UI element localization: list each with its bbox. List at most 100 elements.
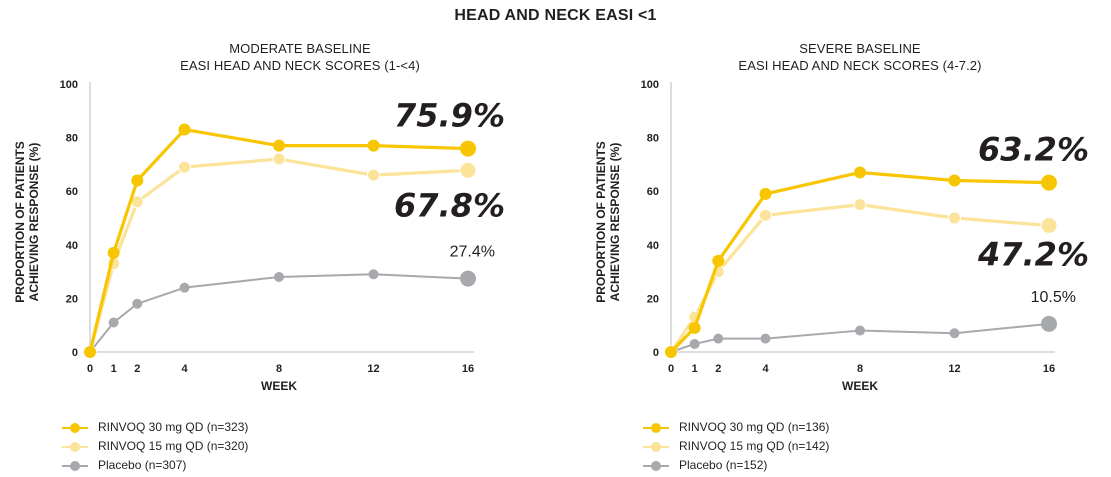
data-point-placebo — [689, 338, 700, 349]
data-point-rinvoq30 — [712, 254, 725, 267]
x-tick-label: 2 — [134, 363, 140, 375]
y-axis-label: PROPORTION OF PATIENTS ACHIEVING RESPONSE… — [13, 141, 41, 303]
legend-label: RINVOQ 15 mg QD (n=320) — [98, 439, 249, 453]
y-tick-label: 60 — [647, 186, 659, 198]
data-point-placebo — [760, 333, 771, 344]
legend-item-placebo: Placebo (n=307) — [62, 456, 248, 475]
y-tick-label: 0 — [653, 347, 659, 359]
legend-label: RINVOQ 30 mg QD (n=323) — [98, 420, 249, 434]
end-value-label-rinvoq30: 75.9% — [394, 97, 505, 135]
data-point-rinvoq15 — [853, 198, 867, 212]
legend-label: Placebo (n=307) — [98, 458, 187, 472]
data-point-placebo — [179, 282, 190, 293]
y-tick-label: 100 — [60, 79, 78, 91]
y-axis-label-line1: PROPORTION OF PATIENTS — [13, 141, 27, 303]
x-tick-label: 16 — [462, 363, 474, 375]
legend-item-rinvoq15: RINVOQ 15 mg QD (n=142) — [643, 437, 829, 456]
x-tick-label: 1 — [111, 363, 117, 375]
data-point-rinvoq30 — [854, 166, 866, 179]
data-point-rinvoq30 — [84, 346, 96, 358]
data-point-rinvoq30 — [273, 139, 285, 152]
legend-label: RINVOQ 15 mg QD (n=142) — [679, 439, 830, 453]
data-point-rinvoq30 — [178, 123, 191, 136]
data-point-placebo — [713, 333, 724, 344]
chart-title-line1: SEVERE BASELINE — [799, 41, 921, 56]
y-axis-label-line1: PROPORTION OF PATIENTS — [594, 141, 608, 303]
chart-title-moderate: MODERATE BASELINE EASI HEAD AND NECK SCO… — [90, 40, 510, 74]
y-tick-label: 80 — [647, 133, 659, 145]
data-point-placebo — [368, 269, 379, 280]
data-point-rinvoq15 — [1040, 217, 1058, 235]
data-point-placebo — [132, 298, 143, 309]
data-point-rinvoq30 — [1041, 174, 1057, 191]
end-value-label-rinvoq15: 67.8% — [394, 186, 505, 224]
chart-title-severe: SEVERE BASELINE EASI HEAD AND NECK SCORE… — [650, 40, 1070, 74]
y-tick-label: 20 — [647, 293, 659, 305]
x-tick-label: 0 — [87, 363, 93, 375]
data-point-rinvoq30 — [759, 187, 772, 200]
y-tick-label: 40 — [66, 240, 78, 252]
end-value-label-placebo: 10.5% — [1031, 289, 1076, 306]
end-value-label-placebo: 27.4% — [450, 244, 495, 261]
y-axis-label: PROPORTION OF PATIENTS ACHIEVING RESPONSE… — [594, 141, 622, 303]
data-point-rinvoq15 — [759, 208, 772, 222]
series-line-placebo — [89, 273, 469, 353]
y-axis-label-line2: ACHIEVING RESPONSE (%) — [27, 143, 41, 302]
x-tick-label: 8 — [276, 363, 282, 375]
x-tick-label: 12 — [367, 363, 379, 375]
x-tick-label: 16 — [1043, 363, 1055, 375]
legend-item-placebo: Placebo (n=152) — [643, 456, 829, 475]
data-point-rinvoq15 — [367, 168, 380, 182]
x-axis-label: WEEK — [842, 379, 878, 393]
chart-title-line1: MODERATE BASELINE — [229, 41, 371, 56]
legend-item-rinvoq30: RINVOQ 30 mg QD (n=323) — [62, 418, 248, 437]
legend-item-rinvoq15: RINVOQ 15 mg QD (n=320) — [62, 437, 248, 456]
data-point-rinvoq15 — [948, 211, 961, 225]
legend-severe: RINVOQ 30 mg QD (n=136) RINVOQ 15 mg QD … — [643, 418, 829, 475]
y-tick-label: 0 — [72, 347, 78, 359]
chart-panel-severe: SEVERE BASELINE EASI HEAD AND NECK SCORE… — [555, 0, 1111, 477]
x-tick-label: 2 — [715, 363, 721, 375]
legend-marker-placebo — [643, 461, 669, 471]
y-tick-label: 40 — [647, 240, 659, 252]
data-point-rinvoq15 — [178, 160, 191, 174]
legend-marker-rinvoq30 — [62, 423, 88, 433]
data-point-rinvoq30 — [665, 346, 677, 358]
figure-title: HEAD AND NECK EASI <1 — [454, 7, 657, 24]
legend-label: RINVOQ 30 mg QD (n=136) — [679, 420, 830, 434]
data-point-placebo — [855, 325, 865, 336]
data-point-placebo — [274, 271, 284, 282]
legend-marker-rinvoq15 — [62, 442, 88, 452]
legend-marker-rinvoq15 — [643, 442, 669, 452]
x-axis-label: WEEK — [261, 379, 297, 393]
data-point-rinvoq15 — [459, 161, 477, 179]
y-tick-label: 60 — [66, 186, 78, 198]
data-point-placebo — [1041, 315, 1057, 332]
end-value-label-rinvoq30: 63.2% — [978, 131, 1089, 169]
data-point-rinvoq30 — [688, 321, 701, 334]
x-tick-label: 4 — [181, 363, 188, 375]
end-value-label-rinvoq15: 47.2% — [977, 236, 1089, 274]
x-tick-label: 8 — [857, 363, 863, 375]
y-tick-label: 100 — [641, 79, 659, 91]
y-tick-label: 80 — [66, 133, 78, 145]
data-point-rinvoq30 — [460, 140, 476, 157]
x-tick-label: 0 — [668, 363, 674, 375]
legend-marker-rinvoq30 — [643, 423, 669, 433]
chart-title-line2: EASI HEAD AND NECK SCORES (1-<4) — [180, 58, 420, 73]
data-point-placebo — [460, 270, 476, 287]
data-point-rinvoq30 — [367, 139, 380, 152]
data-point-rinvoq15 — [272, 152, 286, 166]
legend-label: Placebo (n=152) — [679, 458, 768, 472]
y-axis-label-line2: ACHIEVING RESPONSE (%) — [608, 143, 622, 302]
legend-item-rinvoq30: RINVOQ 30 mg QD (n=136) — [643, 418, 829, 437]
x-tick-label: 4 — [762, 363, 769, 375]
legend-marker-placebo — [62, 461, 88, 471]
data-point-rinvoq30 — [948, 174, 961, 187]
chart-panel-moderate: MODERATE BASELINE EASI HEAD AND NECK SCO… — [0, 0, 555, 477]
data-point-rinvoq30 — [107, 246, 120, 259]
data-point-rinvoq30 — [131, 174, 144, 187]
data-point-placebo — [949, 328, 960, 339]
